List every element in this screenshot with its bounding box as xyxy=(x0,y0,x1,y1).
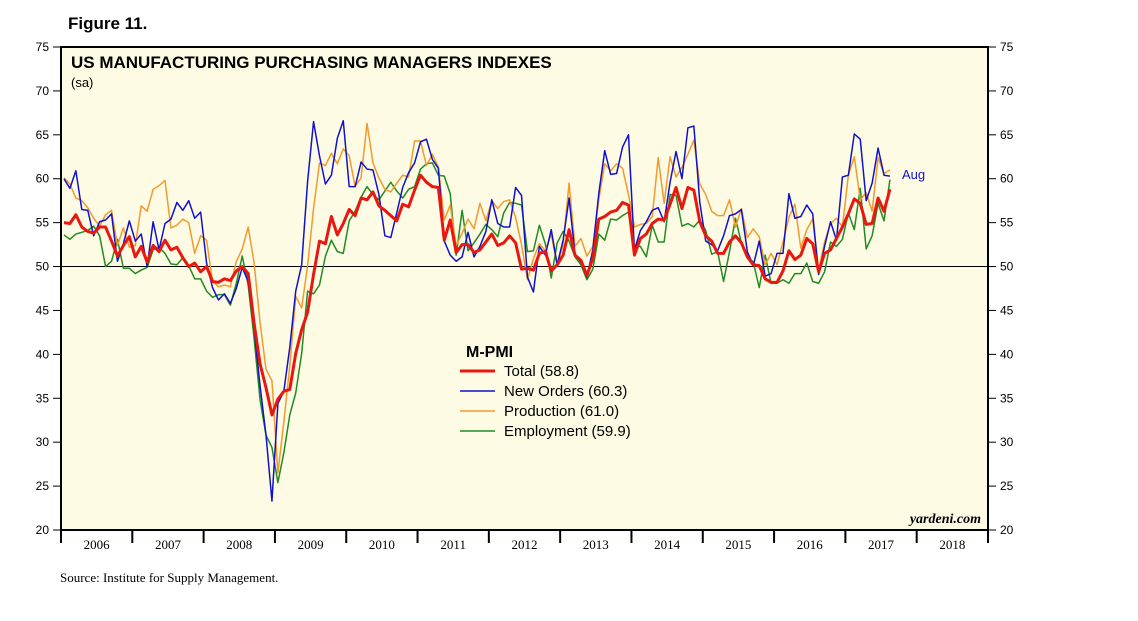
y-tick-label-left: 50 xyxy=(36,260,50,274)
y-tick-label-left: 30 xyxy=(36,435,50,449)
y-tick-label-left: 35 xyxy=(36,391,50,405)
plot-border xyxy=(60,46,989,531)
source-note: Source: Institute for Supply Management. xyxy=(60,570,279,585)
series-line-total xyxy=(63,173,892,417)
figure-label: Figure 11. xyxy=(68,14,148,33)
y-tick-label-right: 45 xyxy=(1000,303,1014,317)
y-tick-label-left: 65 xyxy=(36,128,50,142)
x-tick-label: 2014 xyxy=(654,537,681,552)
y-tick-label-left: 70 xyxy=(36,84,50,98)
y-tick-label-left: 75 xyxy=(36,40,50,54)
credit-label: yardeni.com xyxy=(908,512,981,527)
y-tick-label-right: 40 xyxy=(1000,347,1014,361)
y-tick-label-right: 70 xyxy=(1000,84,1014,98)
y-tick-label-left: 20 xyxy=(36,523,50,537)
x-tick-label: 2015 xyxy=(725,537,751,552)
y-tick-label-left: 25 xyxy=(36,479,50,493)
y-tick-label-right: 55 xyxy=(1000,216,1014,230)
y-tick-label-left: 60 xyxy=(36,172,50,186)
x-tick-label: 2007 xyxy=(155,537,182,552)
y-tick-label-right: 20 xyxy=(1000,523,1014,537)
plot-area xyxy=(61,47,988,530)
x-tick-label: 2012 xyxy=(512,537,538,552)
y-tick-label-right: 65 xyxy=(1000,128,1014,142)
y-tick-label-right: 30 xyxy=(1000,435,1014,449)
legend: M-PMI Total (58.8) New Orders (60.3) Produ… xyxy=(460,344,631,440)
x-tick-label: 2008 xyxy=(226,537,252,552)
y-tick-label-left: 40 xyxy=(36,347,50,361)
end-month-label: Aug xyxy=(902,167,925,182)
x-tick-label: 2017 xyxy=(868,537,895,552)
x-tick-label: 2018 xyxy=(939,537,965,552)
chart-subtitle: (sa) xyxy=(71,75,93,90)
y-tick-label-left: 45 xyxy=(36,303,50,317)
y-tick-label-right: 50 xyxy=(1000,260,1014,274)
legend-title: M-PMI xyxy=(466,344,513,361)
y-tick-label-right: 35 xyxy=(1000,391,1014,405)
legend-label-new-orders: New Orders (60.3) xyxy=(504,383,627,400)
x-tick-label: 2009 xyxy=(298,537,324,552)
y-tick-label-right: 75 xyxy=(1000,40,1014,54)
y-tick-label-left: 55 xyxy=(36,216,50,230)
axes: 20 20 25 25 30 30 35 35 40 40 45 45 50 50 55 55 60 60 65 65… xyxy=(36,40,1014,552)
x-tick-label: 2006 xyxy=(84,537,111,552)
x-tick-label: 2013 xyxy=(583,537,609,552)
legend-label-production: Production (61.0) xyxy=(504,403,619,420)
y-tick-label-right: 60 xyxy=(1000,172,1014,186)
series-lines xyxy=(63,120,892,502)
series-line-production xyxy=(63,122,891,474)
legend-label-total: Total (58.8) xyxy=(504,363,579,380)
y-tick-label-right: 25 xyxy=(1000,479,1014,493)
legend-label-employment: Employment (59.9) xyxy=(504,423,631,440)
x-tick-label: 2016 xyxy=(797,537,824,552)
x-tick-label: 2010 xyxy=(369,537,395,552)
chart-title: US MANUFACTURING PURCHASING MANAGERS IND… xyxy=(71,53,552,72)
x-tick-label: 2011 xyxy=(440,537,466,552)
